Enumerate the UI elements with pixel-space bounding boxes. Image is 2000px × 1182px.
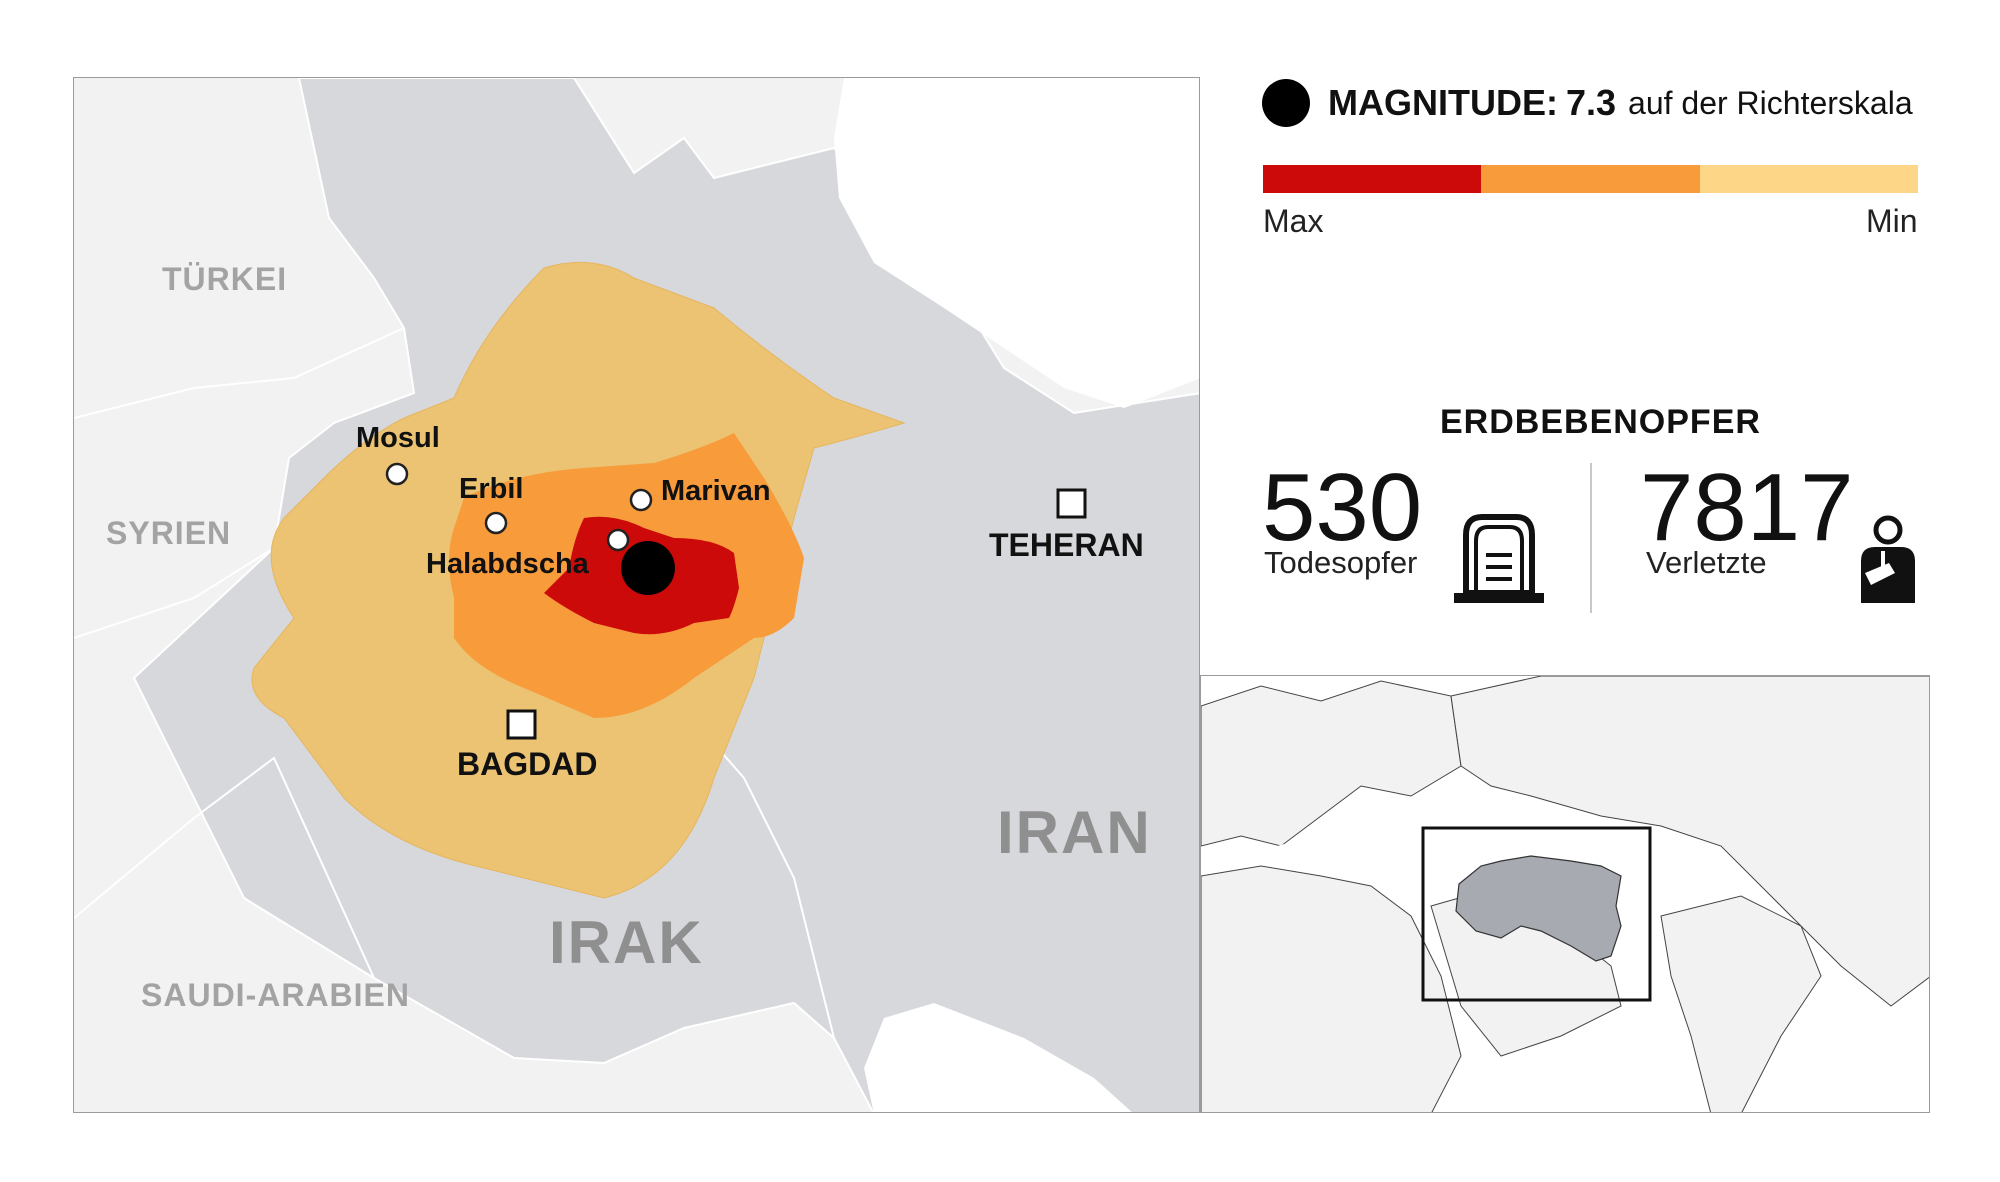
- halabja-marker: [606, 528, 630, 552]
- victims-title: ERDBEBENOPFER: [1440, 403, 1761, 441]
- injured-person-icon: [1855, 515, 1921, 608]
- inset-iraq-iran-highlight: [1455, 855, 1622, 962]
- gravestone-icon: [1452, 513, 1546, 610]
- country-label-iran: IRAN: [997, 799, 1152, 866]
- magnitude-label: MAGNITUDE:: [1328, 82, 1558, 123]
- country-label-iraq: IRAK: [549, 909, 704, 976]
- scale-segment-max: [1263, 165, 1482, 193]
- inset-africa: [1201, 865, 1462, 1112]
- inset-europe: [1201, 680, 1462, 847]
- tehran-marker: [1056, 488, 1087, 519]
- city-label-erbil: Erbil: [459, 473, 524, 505]
- victims-divider: [1590, 463, 1592, 613]
- erbil-marker: [484, 511, 508, 535]
- inset-india: [1660, 895, 1822, 1112]
- baghdad-marker: [506, 709, 537, 740]
- country-label-turkey: TÜRKEI: [162, 261, 288, 297]
- mosul-marker: [385, 462, 409, 486]
- border-turkey: [74, 327, 405, 419]
- inset-map-shapes: [1201, 676, 1929, 1112]
- city-label-halabja: Halabdscha: [426, 548, 589, 580]
- main-map-shapes: [74, 78, 1199, 1112]
- epicenter-legend-icon: [1262, 79, 1310, 127]
- city-label-mosul: Mosul: [356, 422, 440, 454]
- scale-max-label: Max: [1263, 203, 1324, 239]
- country-label-saudi-arabia: SAUDI-ARABIEN: [141, 977, 410, 1013]
- country-label-syria: SYRIEN: [106, 515, 232, 551]
- main-map: TÜRKEI SYRIEN SAUDI-ARABIEN IRAK IRAN Mo…: [73, 77, 1200, 1113]
- magnitude-unit: auf der Richterskala: [1628, 84, 1913, 121]
- magnitude-value: 7.3: [1565, 82, 1617, 123]
- scale-min-label: Min: [1866, 203, 1918, 239]
- intensity-scale-bar: [1263, 165, 1918, 193]
- caspian-sea: [834, 78, 1199, 408]
- inset-zoom-box: [1421, 826, 1652, 1002]
- capital-label-baghdad: BAGDAD: [457, 746, 598, 782]
- scale-segment-mid: [1481, 165, 1700, 193]
- inset-mediterranean: [1261, 836, 1441, 876]
- inset-asia: [1450, 676, 1929, 1007]
- capital-label-tehran: TEHERAN: [989, 527, 1144, 563]
- scale-segment-min: [1699, 165, 1918, 193]
- inset-map: [1200, 675, 1930, 1113]
- marivan-marker: [629, 488, 653, 512]
- injured-value: 7817: [1640, 454, 1854, 561]
- injured-label: Verletzte: [1646, 545, 1767, 580]
- city-label-marivan: Marivan: [661, 475, 771, 507]
- deaths-label: Todesopfer: [1264, 545, 1418, 580]
- persian-gulf: [864, 1003, 1132, 1112]
- border-syria-saudi: [74, 547, 375, 979]
- epicenter-marker: [621, 541, 675, 595]
- magnitude-row: MAGNITUDE: 7.3 auf der Richterskala: [1262, 78, 1913, 128]
- deaths-value: 530: [1262, 454, 1423, 561]
